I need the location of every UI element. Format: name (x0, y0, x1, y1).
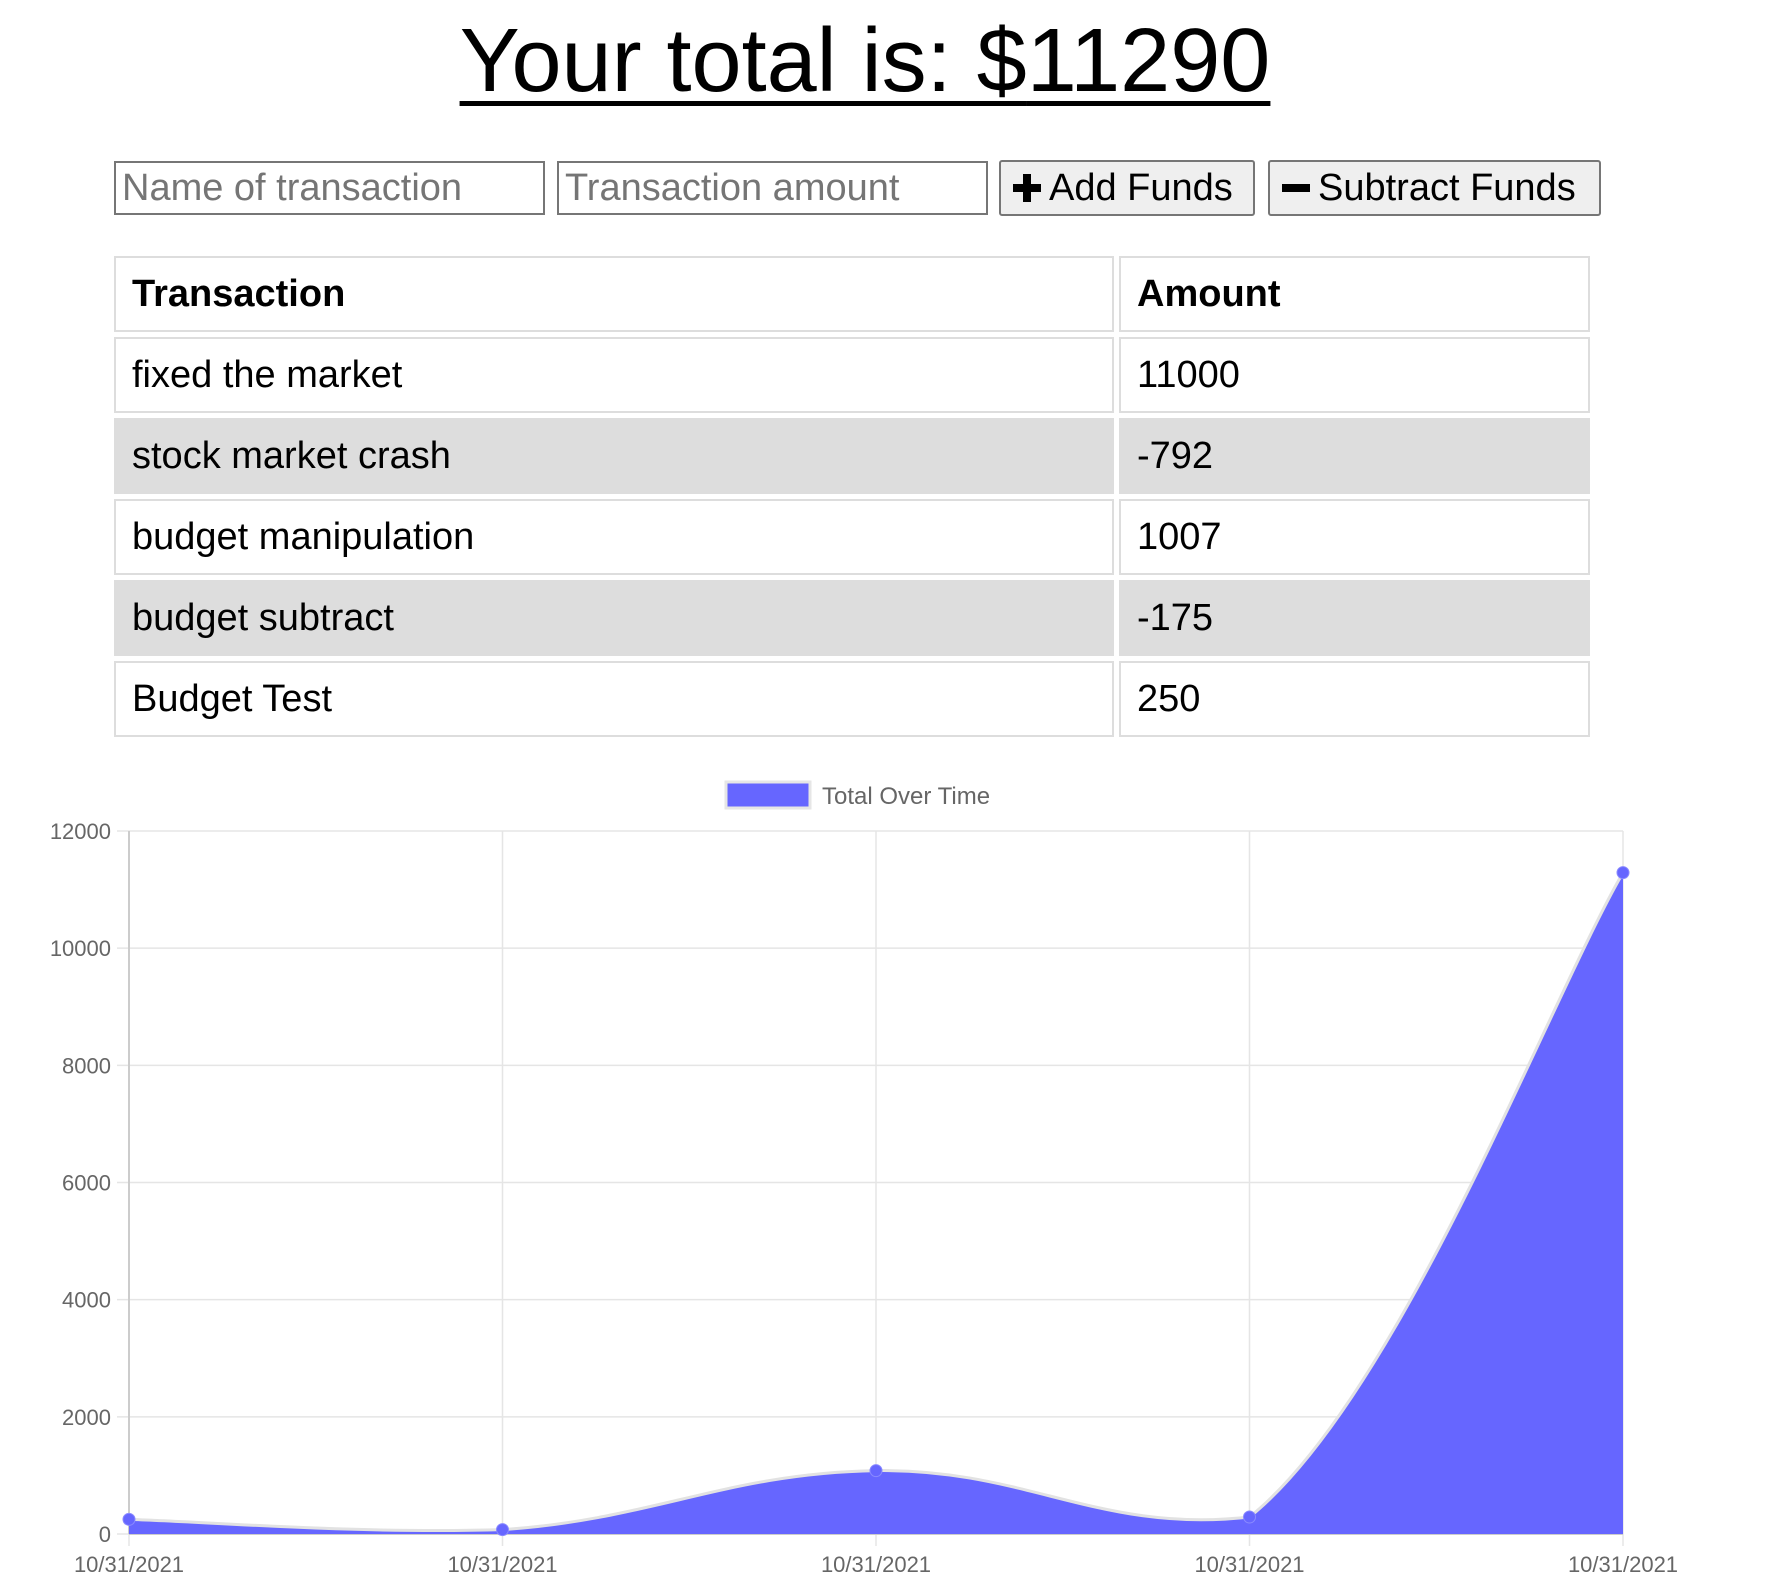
subtract-funds-label: Subtract Funds (1318, 166, 1576, 209)
data-point[interactable] (1243, 1510, 1256, 1524)
y-tick-label: 4000 (62, 1288, 111, 1313)
x-tick-label: 10/31/2021 (1194, 1552, 1304, 1577)
y-tick-label: 12000 (50, 819, 111, 844)
y-tick-label: 0 (99, 1522, 111, 1547)
x-axis: 10/31/2021 10/31/2021 10/31/2021 10/31/2021… (74, 1552, 1678, 1577)
chart-legend[interactable]: Total Over Time (724, 780, 990, 810)
x-tick-label: 10/31/2021 (821, 1552, 931, 1577)
legend-swatch (724, 780, 812, 810)
column-header-transaction: Transaction (114, 256, 1114, 332)
transaction-name-cell: fixed the market (114, 337, 1114, 413)
transaction-name-input[interactable] (114, 161, 545, 215)
y-axis: 0 2000 4000 6000 8000 10000 12000 (50, 819, 111, 1547)
table-row: budget subtract -175 (114, 580, 1590, 656)
transaction-amount-cell: 11000 (1119, 337, 1590, 413)
series-line (128, 871, 1625, 1533)
data-point[interactable] (869, 1464, 883, 1478)
y-tick-label: 6000 (62, 1171, 111, 1196)
add-funds-button[interactable]: Add Funds (999, 160, 1255, 216)
transaction-form: Add Funds Subtract Funds (114, 160, 1601, 216)
x-tick-label: 10/31/2021 (1568, 1552, 1678, 1577)
total-value: 11290 (1026, 11, 1271, 111)
page-title: Your total is: $11290 (0, 6, 1730, 116)
plus-icon (1013, 174, 1041, 202)
table-header-row: Transaction Amount (114, 256, 1590, 332)
add-funds-label: Add Funds (1049, 166, 1233, 209)
transaction-amount-input[interactable] (557, 161, 988, 215)
total-over-time-chart: Total Over Time 0 2000 4000 6000 8000 10000 12… (0, 770, 1772, 1596)
data-point[interactable] (496, 1523, 509, 1537)
legend-label: Total Over Time (822, 783, 990, 810)
transaction-name-cell: budget manipulation (114, 499, 1114, 575)
minus-icon (1282, 174, 1310, 202)
chart-canvas: Total Over Time 0 2000 4000 6000 8000 10000 12… (50, 780, 1678, 1577)
area-fill (129, 872, 1623, 1534)
x-tick-label: 10/31/2021 (447, 1552, 557, 1577)
transaction-amount-cell: -792 (1119, 418, 1590, 494)
transaction-amount-cell: 1007 (1119, 499, 1590, 575)
x-tick-label: 10/31/2021 (74, 1552, 184, 1577)
data-points (122, 866, 1630, 1537)
table-row: Budget Test 250 (114, 661, 1590, 737)
transaction-name-cell: budget subtract (114, 580, 1114, 656)
subtract-funds-button[interactable]: Subtract Funds (1268, 160, 1601, 216)
transaction-amount-cell: 250 (1119, 661, 1590, 737)
transactions-table: Transaction Amount fixed the market 1100… (109, 251, 1595, 742)
transaction-name-cell: stock market crash (114, 418, 1114, 494)
y-tick-label: 10000 (50, 936, 111, 961)
table-row: stock market crash -792 (114, 418, 1590, 494)
table-row: budget manipulation 1007 (114, 499, 1590, 575)
y-tick-label: 2000 (62, 1405, 111, 1430)
data-point[interactable] (1616, 866, 1630, 880)
y-tick-label: 8000 (62, 1053, 111, 1078)
transaction-name-cell: Budget Test (114, 661, 1114, 737)
column-header-amount: Amount (1119, 256, 1590, 332)
transaction-amount-cell: -175 (1119, 580, 1590, 656)
data-point[interactable] (122, 1512, 136, 1526)
total-label: Your total is: $ (459, 11, 1027, 111)
table-row: fixed the market 11000 (114, 337, 1590, 413)
